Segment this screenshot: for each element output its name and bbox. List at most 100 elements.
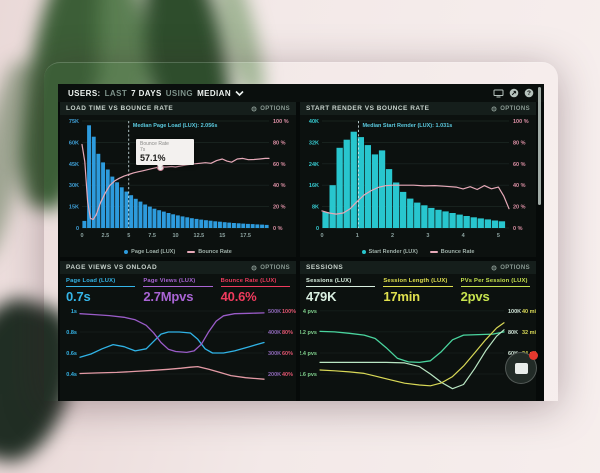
tooltip-value: 57.1% bbox=[140, 153, 166, 163]
svg-text:17.5: 17.5 bbox=[240, 233, 251, 239]
svg-text:20 %: 20 % bbox=[273, 205, 286, 211]
svg-text:300K: 300K bbox=[268, 351, 281, 357]
range-value[interactable]: 7 DAYS bbox=[131, 88, 162, 98]
svg-text:4 pvs: 4 pvs bbox=[303, 309, 317, 315]
svg-text:0.4s: 0.4s bbox=[66, 372, 77, 378]
svg-text:5: 5 bbox=[127, 233, 130, 239]
options-button[interactable]: OPTIONS bbox=[491, 106, 530, 112]
svg-text:0 %: 0 % bbox=[513, 226, 523, 232]
legend-item: Bounce Rate bbox=[187, 249, 232, 255]
metric-bounce-rate: Bounce Rate (LUX) 40.6% bbox=[220, 278, 290, 304]
metric-pvs-per-session: PVs Per Session (LUX) 2pvs bbox=[460, 278, 530, 304]
svg-text:60K: 60K bbox=[69, 140, 79, 146]
laptop: USERS: LAST 7 DAYS USING MEDIAN bbox=[44, 62, 558, 401]
monitor-icon[interactable] bbox=[493, 89, 504, 98]
svg-text:2.4 pvs: 2.4 pvs bbox=[300, 351, 317, 357]
svg-text:3.2 pvs: 3.2 pvs bbox=[300, 330, 317, 336]
using-word: USING bbox=[165, 88, 194, 98]
panel-page-views: PAGE VIEWS VS ONLOAD OPTIONS Page Load (… bbox=[60, 261, 296, 401]
svg-text:15: 15 bbox=[219, 233, 225, 239]
svg-text:45K: 45K bbox=[69, 162, 79, 168]
svg-text:16K: 16K bbox=[309, 183, 319, 189]
svg-text:10: 10 bbox=[172, 233, 178, 239]
panel-page-views-header: PAGE VIEWS VS ONLOAD OPTIONS bbox=[60, 261, 296, 274]
start-render-svg: 0 0 % 8K 20 % 16K 40 % 24K 60 % 32K 80 % 40K 100 % 0… bbox=[309, 119, 529, 239]
svg-text:1s: 1s bbox=[71, 309, 77, 315]
panel-load-time-header: LOAD TIME VS BOUNCE RATE OPTIONS bbox=[60, 102, 296, 115]
svg-text:15K: 15K bbox=[69, 205, 79, 211]
metric-page-load: Page Load (LUX) 0.7s bbox=[66, 278, 136, 304]
svg-text:75K: 75K bbox=[69, 119, 79, 125]
svg-text:30K: 30K bbox=[69, 183, 79, 189]
page-views-metrics: Page Load (LUX) 0.7s Page Views (LUX) 2.… bbox=[60, 274, 296, 307]
share-icon[interactable] bbox=[509, 88, 519, 98]
legend-item: Bounce Rate bbox=[429, 249, 474, 255]
load-time-legend: Page Load (LUX) Bounce Rate bbox=[60, 246, 296, 257]
dashboard-topbar: USERS: LAST 7 DAYS USING MEDIAN bbox=[58, 84, 544, 102]
svg-text:100 %: 100 % bbox=[273, 119, 289, 125]
svg-text:60%: 60% bbox=[282, 351, 293, 357]
svg-text:40 min: 40 min bbox=[522, 309, 536, 315]
svg-text:100 %: 100 % bbox=[513, 119, 529, 125]
range-word: LAST bbox=[104, 88, 128, 98]
users-label: USERS: bbox=[68, 88, 101, 98]
chevron-down-icon[interactable] bbox=[235, 90, 244, 97]
gear-icon bbox=[251, 106, 257, 111]
page-views-chart[interactable]: 0.4s 200K 40% 0.6s 300K 60% 0.8s 400K 80% 1s 500K 1… bbox=[60, 307, 296, 401]
panel-start-render-header: START RENDER VS BOUNCE RATE OPTIONS bbox=[300, 102, 536, 115]
tooltip-sub: 7s bbox=[140, 147, 146, 153]
svg-text:0: 0 bbox=[320, 233, 323, 239]
start-render-legend: Start Render (LUX) Bounce Rate bbox=[300, 246, 536, 257]
scrollbar[interactable] bbox=[538, 87, 541, 205]
gear-icon bbox=[491, 265, 497, 270]
dashboard-screen: USERS: LAST 7 DAYS USING MEDIAN bbox=[58, 84, 544, 401]
metric-sessions: Sessions (LUX) 479K bbox=[306, 278, 376, 304]
svg-text:40 %: 40 % bbox=[513, 183, 526, 189]
svg-text:400K: 400K bbox=[268, 330, 281, 336]
svg-text:?: ? bbox=[527, 90, 531, 97]
notification-badge bbox=[529, 351, 538, 360]
load-time-chart[interactable]: 0 0 % 15K 20 % 30K 40 % 45K 60 % 60K 80 % 75K 100 %… bbox=[60, 115, 296, 246]
svg-text:40 %: 40 % bbox=[273, 183, 286, 189]
metric-value[interactable]: MEDIAN bbox=[197, 88, 232, 98]
load-time-svg: 0 0 % 15K 20 % 30K 40 % 45K 60 % 60K 80 % 75K 100 %… bbox=[69, 119, 289, 239]
chat-widget-button[interactable] bbox=[505, 351, 538, 384]
metric-page-views: Page Views (LUX) 2.7Mpvs bbox=[143, 278, 213, 304]
svg-text:32K: 32K bbox=[309, 140, 319, 146]
svg-text:8K: 8K bbox=[312, 205, 319, 211]
svg-text:20 %: 20 % bbox=[513, 205, 526, 211]
panel-sessions: SESSIONS OPTIONS Sessions (LUX) 479K bbox=[300, 261, 536, 401]
panel-title: SESSIONS bbox=[306, 264, 344, 271]
options-button[interactable]: OPTIONS bbox=[491, 265, 530, 271]
svg-text:0: 0 bbox=[76, 226, 79, 232]
svg-text:60 %: 60 % bbox=[273, 162, 286, 168]
svg-text:100K: 100K bbox=[508, 309, 521, 315]
svg-text:2.5: 2.5 bbox=[102, 233, 110, 239]
start-render-chart[interactable]: 0 0 % 8K 20 % 16K 40 % 24K 60 % 32K 80 % 40K 100 % 0… bbox=[300, 115, 536, 246]
panel-grid: LOAD TIME VS BOUNCE RATE OPTIONS 0 0 % 15K… bbox=[60, 102, 536, 401]
svg-text:60 %: 60 % bbox=[513, 162, 526, 168]
svg-text:12.5: 12.5 bbox=[194, 233, 205, 239]
svg-text:0 %: 0 % bbox=[273, 226, 283, 232]
svg-text:2: 2 bbox=[391, 233, 394, 239]
svg-text:80K: 80K bbox=[508, 330, 518, 336]
svg-text:5: 5 bbox=[497, 233, 500, 239]
svg-text:4: 4 bbox=[462, 233, 466, 239]
help-icon[interactable]: ? bbox=[524, 88, 534, 98]
svg-text:80%: 80% bbox=[282, 330, 293, 336]
svg-text:80 %: 80 % bbox=[513, 140, 526, 146]
panel-start-render: START RENDER VS BOUNCE RATE OPTIONS 0 0 %… bbox=[300, 102, 536, 257]
svg-text:32 min: 32 min bbox=[522, 330, 536, 336]
svg-text:40%: 40% bbox=[282, 372, 293, 378]
svg-text:0: 0 bbox=[316, 226, 319, 232]
options-button[interactable]: OPTIONS bbox=[251, 106, 290, 112]
legend-item: Page Load (LUX) bbox=[124, 249, 175, 255]
svg-text:3: 3 bbox=[426, 233, 429, 239]
svg-text:500K: 500K bbox=[268, 309, 281, 315]
legend-item: Start Render (LUX) bbox=[361, 249, 418, 255]
options-button[interactable]: OPTIONS bbox=[251, 265, 290, 271]
sessions-metrics: Sessions (LUX) 479K Session Length (LUX)… bbox=[300, 274, 536, 307]
svg-text:Median Page Load (LUX): 2.056s: Median Page Load (LUX): 2.056s bbox=[133, 123, 218, 129]
